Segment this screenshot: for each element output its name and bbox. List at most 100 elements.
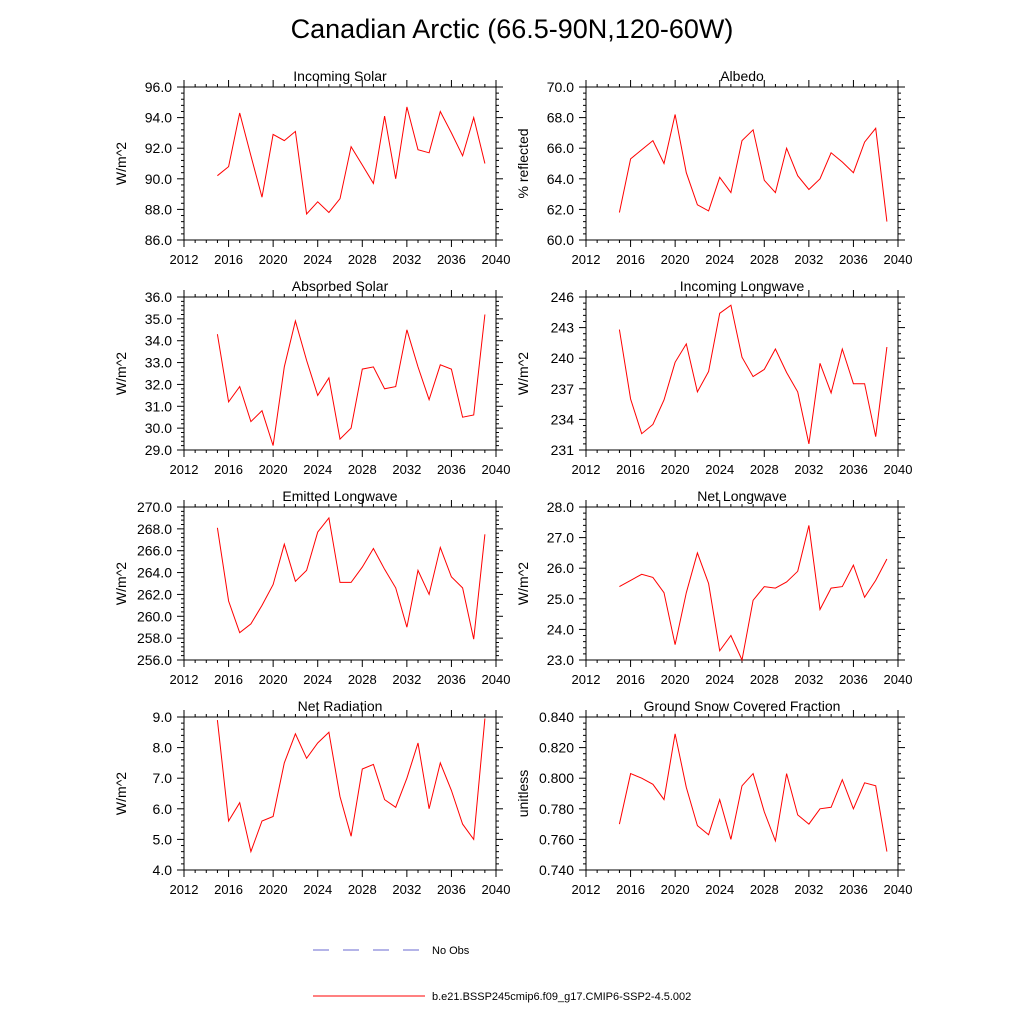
- data-point: [473, 838, 475, 840]
- y-tick-label: 34.0: [145, 333, 172, 349]
- data-point: [797, 814, 799, 816]
- x-tick-label: 2040: [884, 672, 913, 687]
- data-point: [663, 162, 665, 164]
- x-tick-label: 2020: [661, 252, 690, 267]
- y-tick-label: 94.0: [145, 110, 172, 126]
- data-point: [652, 423, 654, 425]
- data-point: [875, 579, 877, 581]
- data-point: [763, 368, 765, 370]
- data-point: [618, 211, 620, 213]
- data-point: [618, 823, 620, 825]
- series-line: [216, 718, 486, 854]
- data-point: [283, 139, 285, 141]
- plot-frame: [183, 86, 497, 241]
- series-line: [618, 114, 888, 222]
- data-point: [629, 579, 631, 581]
- panel-title: Absorbed Solar: [292, 278, 389, 294]
- data-point: [886, 558, 888, 560]
- x-tick-label: 2040: [884, 462, 913, 477]
- data-point: [674, 361, 676, 363]
- y-axis-label: W/m^2: [113, 562, 129, 605]
- data-point: [461, 155, 463, 157]
- data-point: [250, 155, 252, 157]
- legend: No Obs b.e21.BSSP245cmip6.f09_g17.CMIP6-S…: [313, 945, 691, 1003]
- data-point: [652, 576, 654, 578]
- data-point: [685, 591, 687, 593]
- data-point: [875, 785, 877, 787]
- y-tick-label: 231: [551, 442, 575, 458]
- x-tick-label: 2036: [437, 462, 466, 477]
- data-point: [785, 581, 787, 583]
- data-point: [752, 599, 754, 601]
- data-point: [629, 398, 631, 400]
- y-tick-label: 270.0: [137, 499, 172, 515]
- data-point: [406, 329, 408, 331]
- data-point: [250, 850, 252, 852]
- data-point: [763, 585, 765, 587]
- y-tick-label: 262.0: [137, 586, 172, 602]
- series-line: [216, 314, 486, 446]
- y-tick-label: 5.0: [153, 831, 173, 847]
- data-point: [461, 416, 463, 418]
- data-point: [473, 116, 475, 118]
- data-point: [216, 527, 218, 529]
- data-point: [328, 211, 330, 213]
- data-point: [395, 385, 397, 387]
- data-point: [663, 798, 665, 800]
- data-point: [830, 152, 832, 154]
- data-point: [227, 600, 229, 602]
- y-tick-label: 0.760: [539, 831, 574, 847]
- series-line: [618, 733, 888, 852]
- data-point: [239, 385, 241, 387]
- data-point: [663, 591, 665, 593]
- y-tick-label: 29.0: [145, 442, 172, 458]
- x-tick-label: 2040: [884, 882, 913, 897]
- y-tick-label: 92.0: [145, 140, 172, 156]
- data-point: [841, 779, 843, 781]
- panel-title: Incoming Longwave: [680, 278, 805, 294]
- x-tick-label: 2032: [794, 672, 823, 687]
- data-point: [294, 733, 296, 735]
- data-point: [763, 179, 765, 181]
- data-point: [294, 130, 296, 132]
- y-tick-label: 264.0: [137, 565, 172, 581]
- data-point: [886, 850, 888, 852]
- data-point: [819, 808, 821, 810]
- legend-label: b.e21.BSSP245cmip6.f09_g17.CMIP6-SSP2-4.…: [432, 991, 691, 1003]
- data-point: [450, 368, 452, 370]
- data-point: [317, 531, 319, 533]
- data-point: [730, 304, 732, 306]
- y-tick-label: 4.0: [153, 862, 173, 878]
- x-tick-label: 2036: [839, 882, 868, 897]
- x-tick-label: 2020: [661, 882, 690, 897]
- data-point: [774, 191, 776, 193]
- data-point: [719, 650, 721, 652]
- figure-title: Canadian Arctic (66.5-90N,120-60W): [290, 14, 734, 44]
- data-point: [696, 824, 698, 826]
- y-tick-label: 0.740: [539, 862, 574, 878]
- data-point: [227, 401, 229, 403]
- x-tick-label: 2040: [482, 462, 511, 477]
- x-tick-label: 2012: [170, 882, 199, 897]
- panel-title: Incoming Solar: [293, 68, 387, 84]
- data-point: [350, 145, 352, 147]
- y-tick-label: 70.0: [547, 79, 574, 95]
- data-point: [696, 391, 698, 393]
- y-tick-label: 23.0: [547, 652, 574, 668]
- x-tick-label: 2012: [572, 252, 601, 267]
- x-tick-label: 2016: [616, 882, 645, 897]
- data-point: [305, 213, 307, 215]
- data-point: [461, 823, 463, 825]
- data-point: [339, 438, 341, 440]
- data-point: [361, 164, 363, 166]
- x-tick-label: 2028: [348, 882, 377, 897]
- data-point: [841, 585, 843, 587]
- y-tick-label: 60.0: [547, 232, 574, 248]
- data-point: [886, 346, 888, 348]
- x-tick-label: 2040: [884, 252, 913, 267]
- data-point: [383, 388, 385, 390]
- data-point: [227, 165, 229, 167]
- y-tick-label: 237: [551, 381, 575, 397]
- data-point: [730, 191, 732, 193]
